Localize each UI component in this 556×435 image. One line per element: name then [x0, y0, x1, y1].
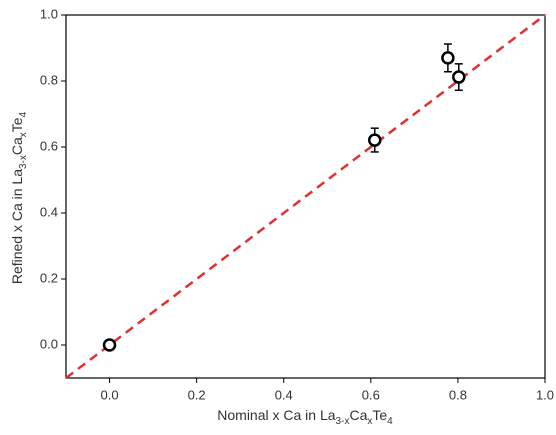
axis-label-part: x	[367, 416, 372, 427]
axis-label-part: Nominal x Ca in La	[217, 407, 335, 423]
axis-label-part: Te	[372, 407, 387, 423]
point	[367, 133, 382, 147]
plot-frame	[65, 14, 546, 379]
axis-label-part: Ca	[349, 407, 367, 423]
reference-line	[65, 14, 546, 379]
y-tick-label: 0.2	[40, 270, 58, 285]
y-tick-label: 0.4	[40, 204, 58, 219]
point	[102, 338, 117, 352]
y-tick-label: 0.0	[40, 336, 58, 351]
axis-label-part: 4	[18, 111, 29, 117]
point	[441, 51, 455, 65]
point	[452, 70, 466, 84]
y-axis-label: Refined x Ca in La3-xCaxTe4	[9, 111, 29, 284]
axis-label-part: Te	[9, 117, 25, 132]
x-tick-label: 1.0	[536, 387, 554, 402]
x-tick-label: 0.6	[362, 387, 380, 402]
y-tick-label: 0.8	[40, 72, 58, 87]
axis-label-part: Refined x Ca in La	[9, 169, 25, 284]
axis-label-part: 4	[387, 416, 393, 427]
x-tick-label: 0.0	[101, 387, 119, 402]
x-tick-label: 0.2	[188, 387, 206, 402]
x-tick-label: 0.4	[275, 387, 293, 402]
x-axis-label: Nominal x Ca in La3-xCaxTe4	[217, 407, 393, 427]
axis-label-part: x	[18, 132, 29, 137]
y-tick-label: 1.0	[40, 6, 58, 21]
axis-label-part: Ca	[9, 137, 25, 155]
axis-label-part: 3-x	[18, 155, 29, 169]
y-tick-label: 0.6	[40, 138, 58, 153]
x-tick-label: 0.8	[449, 387, 467, 402]
axis-label-part: 3-x	[336, 416, 350, 427]
